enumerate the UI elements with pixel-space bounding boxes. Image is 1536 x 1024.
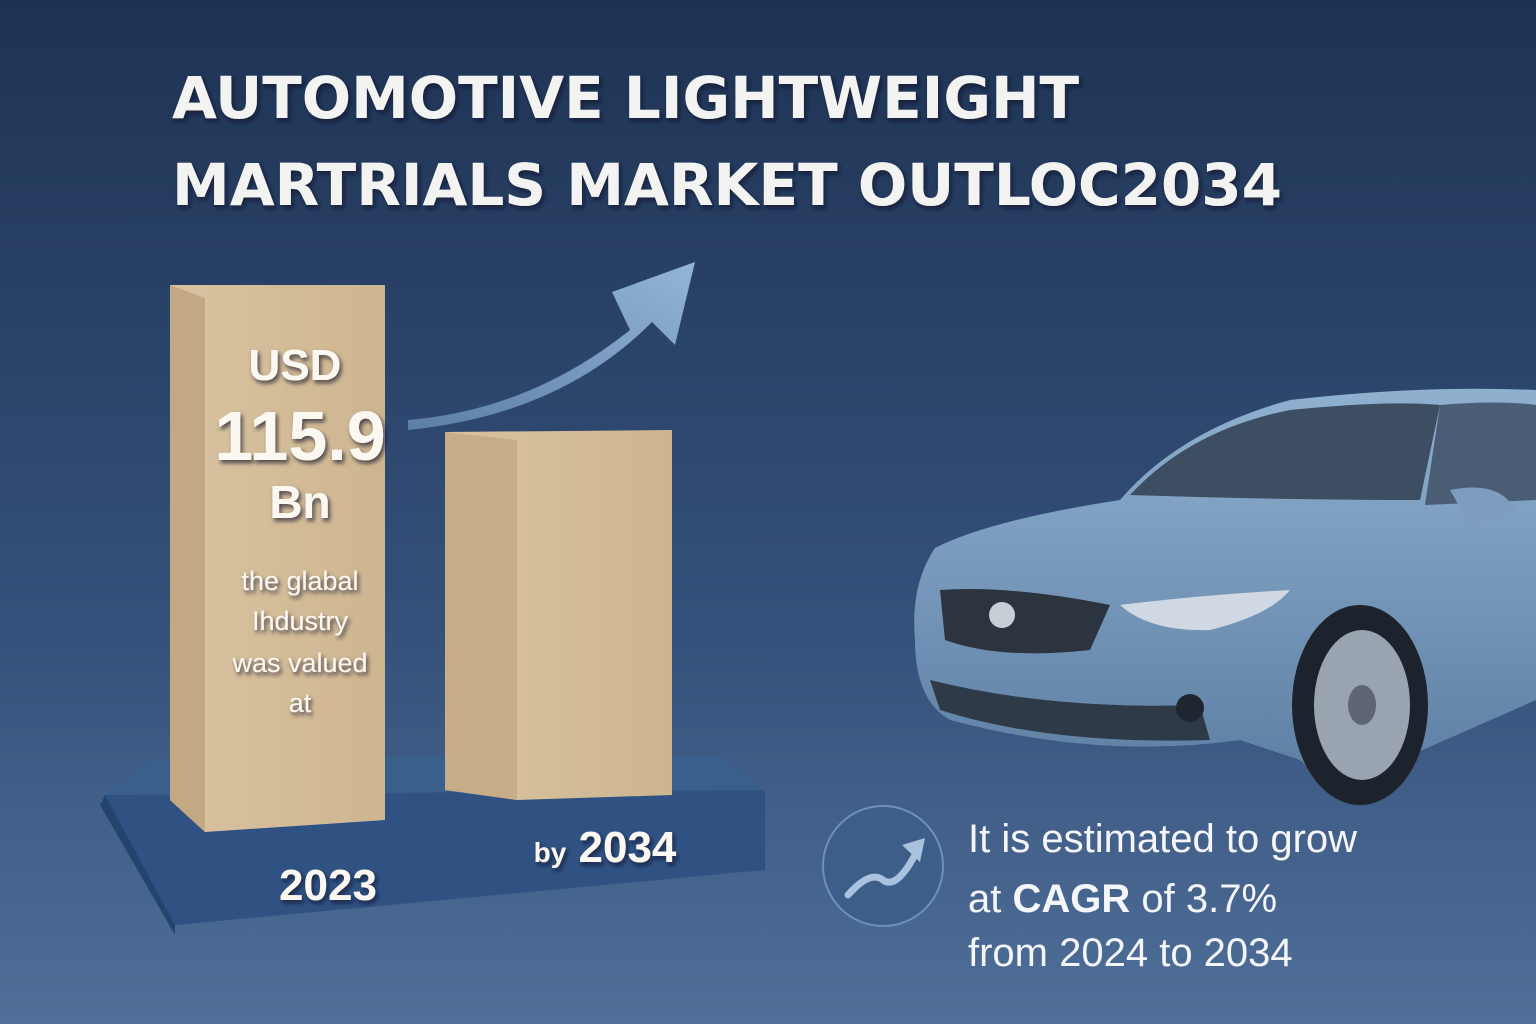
callout-suffix: of 3.7% <box>1141 877 1277 921</box>
fog-light <box>1176 694 1204 722</box>
caption-line: at <box>289 688 312 718</box>
bar-2034-side <box>445 432 517 800</box>
title-line: MARTRIALS MARKET OUTLOC2034 <box>172 151 1282 219</box>
unit: Bn <box>269 476 330 528</box>
mirror <box>1450 487 1515 525</box>
car <box>914 388 1536 805</box>
callout-line: at CAGR of 3.7% <box>968 877 1277 921</box>
caption-line: Ihdustry <box>252 606 349 636</box>
grille <box>940 589 1110 654</box>
icon-line <box>844 851 919 899</box>
growth-icon <box>822 805 944 927</box>
year-label: 2023 <box>279 861 377 910</box>
caption-line: was valued <box>231 648 367 678</box>
callout-prefix: at <box>968 877 1001 921</box>
year-label: by 2034 <box>534 823 677 872</box>
platform-side <box>100 795 175 935</box>
year: 2034 <box>579 823 677 872</box>
amount: 115.9 <box>214 397 385 475</box>
callout-line: It is estimated to grow <box>968 817 1357 861</box>
currency: USD <box>249 341 342 390</box>
year-prefix: by <box>534 837 567 868</box>
growth-arrow <box>408 262 695 430</box>
windshield <box>1130 403 1440 500</box>
side-window <box>1425 402 1536 505</box>
callout-emphasis: CAGR <box>1012 877 1130 921</box>
icon-arrowhead <box>902 838 925 862</box>
bumper <box>930 680 1210 741</box>
logo <box>989 602 1015 628</box>
caption-line: the glabal <box>241 566 358 596</box>
bar-2023-side <box>170 285 205 832</box>
hub <box>1348 685 1376 725</box>
headlight <box>1120 590 1290 631</box>
bar-2023 <box>170 285 385 832</box>
title-line: AUTOMOTIVE LIGHTWEIGHT <box>172 64 1080 132</box>
callout-line: from 2024 to 2034 <box>968 931 1293 975</box>
